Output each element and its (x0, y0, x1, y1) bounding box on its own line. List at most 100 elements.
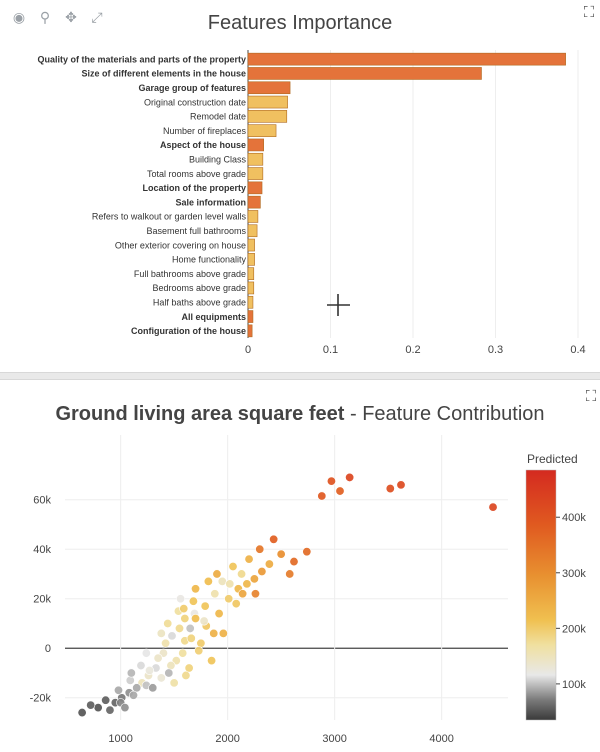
bar[interactable] (247, 167, 264, 180)
scatter-point[interactable] (224, 594, 234, 604)
scatter-point[interactable] (285, 569, 295, 579)
scatter-point[interactable] (237, 569, 247, 579)
bar[interactable] (247, 67, 482, 80)
camera-icon[interactable]: ◉ (12, 9, 26, 25)
scatter-point[interactable] (161, 638, 171, 648)
scatter-point[interactable] (488, 502, 498, 512)
scatter-point[interactable] (128, 690, 138, 700)
scatter-point[interactable] (264, 559, 274, 569)
bar[interactable] (247, 110, 288, 123)
scatter-point[interactable] (101, 695, 111, 705)
bar[interactable] (247, 310, 254, 323)
bar[interactable] (247, 195, 261, 209)
scatter-point[interactable] (178, 648, 188, 658)
scatter-point[interactable] (194, 646, 204, 656)
scatter-point[interactable] (164, 668, 174, 678)
scatter-point[interactable] (191, 584, 201, 594)
scatter-point[interactable] (93, 703, 103, 713)
scatter-point[interactable] (326, 476, 336, 486)
scatter-point[interactable] (176, 594, 186, 604)
bar[interactable] (247, 324, 253, 338)
scatter-point[interactable] (125, 675, 135, 685)
scatter-point[interactable] (186, 633, 196, 643)
scatter-point[interactable] (188, 596, 198, 606)
scatter-point[interactable] (238, 589, 248, 599)
scatter-point[interactable] (209, 628, 219, 638)
scatter-point[interactable] (181, 670, 191, 680)
scatter-point[interactable] (203, 576, 213, 586)
scatter-point[interactable] (166, 661, 176, 671)
scatter-point[interactable] (302, 547, 312, 557)
scatter-point[interactable] (244, 554, 254, 564)
scatter-point[interactable] (180, 614, 190, 624)
bar[interactable] (247, 253, 255, 266)
bar[interactable] (247, 138, 264, 152)
bar[interactable] (247, 210, 259, 223)
scatter-point[interactable] (191, 614, 201, 624)
scatter-point[interactable] (249, 574, 259, 584)
bar[interactable] (247, 152, 264, 166)
bar[interactable] (247, 95, 288, 109)
scatter-point[interactable] (345, 472, 355, 482)
bar[interactable] (247, 295, 254, 309)
scatter-point[interactable] (269, 534, 279, 544)
zoom-icon[interactable]: ⚲ (39, 9, 51, 25)
bar[interactable] (247, 281, 255, 295)
scatter-point[interactable] (136, 661, 146, 671)
scatter-point[interactable] (242, 579, 252, 589)
expand-icon[interactable]: ⛶ (583, 4, 595, 21)
reset-axes-icon[interactable]: ⤢ (91, 9, 103, 25)
scatter-point[interactable] (250, 589, 260, 599)
scatter-point[interactable] (207, 656, 217, 666)
scatter-point[interactable] (105, 705, 115, 715)
scatter-point[interactable] (289, 557, 299, 567)
scatter-point[interactable] (385, 484, 395, 494)
scatter-point[interactable] (163, 618, 173, 628)
scatter-point[interactable] (212, 569, 222, 579)
scatter-point[interactable] (174, 623, 184, 633)
bar[interactable] (247, 267, 255, 280)
x-tick-label: 0 (245, 344, 251, 356)
scatter-point[interactable] (257, 566, 267, 576)
expand-icon[interactable]: ⛶ (585, 388, 597, 405)
scatter-point[interactable] (335, 486, 345, 496)
scatter-point[interactable] (276, 549, 286, 559)
scatter-point[interactable] (200, 601, 210, 611)
bar[interactable] (247, 52, 566, 66)
scatter-point[interactable] (196, 638, 206, 648)
scatter-point[interactable] (156, 628, 166, 638)
scatter-point[interactable] (156, 673, 166, 683)
scatter-point[interactable] (255, 544, 265, 554)
scatter-point[interactable] (153, 653, 163, 663)
scatter-point[interactable] (184, 663, 194, 673)
scatter-point[interactable] (317, 491, 327, 501)
pan-icon[interactable]: ✥ (65, 9, 77, 25)
scatter-point[interactable] (185, 623, 195, 633)
bar[interactable] (247, 81, 291, 95)
scatter-point[interactable] (77, 708, 87, 718)
scatter-point[interactable] (148, 683, 158, 693)
bar[interactable] (247, 124, 277, 137)
scatter-point[interactable] (231, 599, 241, 609)
scatter-point[interactable] (179, 604, 189, 614)
bar[interactable] (247, 181, 263, 195)
scatter-point[interactable] (145, 665, 155, 675)
scatter-point[interactable] (217, 576, 227, 586)
bar[interactable] (247, 224, 258, 238)
scatter-point[interactable] (228, 562, 238, 572)
scatter-point[interactable] (199, 616, 209, 626)
scatter-point[interactable] (120, 703, 130, 713)
scatter-point[interactable] (396, 480, 406, 490)
scatter-point[interactable] (126, 668, 136, 678)
bar[interactable] (247, 238, 255, 252)
scatter-point[interactable] (225, 579, 235, 589)
scatter-point[interactable] (114, 685, 124, 695)
scatter-point[interactable] (214, 609, 224, 619)
scatter-point[interactable] (167, 631, 177, 641)
scatter-point[interactable] (132, 683, 142, 693)
scatter-point[interactable] (218, 628, 228, 638)
scatter-point[interactable] (210, 589, 220, 599)
scatter-point[interactable] (86, 700, 96, 710)
scatter-point[interactable] (169, 678, 179, 688)
scatter-point[interactable] (141, 648, 151, 658)
